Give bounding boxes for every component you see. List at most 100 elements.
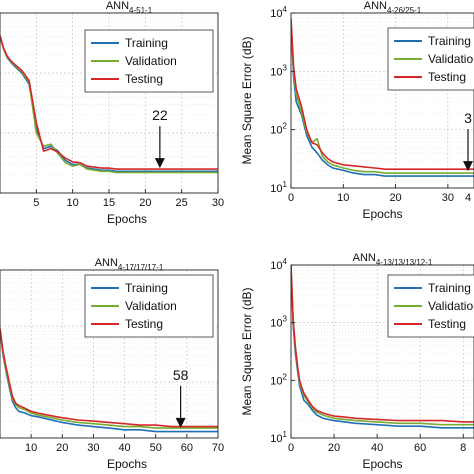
x-tick-label: 5 [33,197,39,209]
legend-label-training: Training [428,281,471,295]
series-line-testing [0,35,218,170]
legend-label-validation: Validation [125,299,177,313]
x-tick-label: 10 [25,442,37,454]
y-tick-label: 103 [270,63,287,78]
chart-title-main: ANN [95,257,118,269]
annotation-label: 3 [464,110,472,126]
grid [0,270,218,438]
chart-title-sub: 4-17/17/17-1 [118,263,164,272]
y-tick-base: 10 [270,318,282,330]
y-tick-exponent: 2 [283,372,288,381]
y-tick-label: 102 [270,122,287,137]
series-line-validation [291,20,474,174]
legend-label-validation: Validation [428,299,474,313]
best-epoch-annotation: 58 [173,367,189,428]
y-tick-base: 10 [270,8,282,20]
chart-title: ANN4-51-1 [106,0,153,15]
y-tick-base: 10 [270,66,282,78]
x-axis-label: Epochs [107,212,147,226]
y-tick-base: 10 [270,183,282,195]
x-axis-label: Epochs [362,207,402,221]
y-tick-exponent: 4 [283,257,288,266]
x-tick-label: 25 [176,197,188,209]
legend-label-training: Training [428,34,471,48]
x-tick-label: 0 [288,442,294,454]
x-tick-label: 20 [328,442,340,454]
series-line-testing [291,18,474,170]
axes-frame [0,269,219,439]
x-tick-label: 20 [139,197,151,209]
y-tick-label: 104 [270,257,287,272]
x-tick-label: 10 [67,197,79,209]
x-tick-label: 10 [337,192,349,204]
y-tick-base: 10 [270,125,282,137]
y-axis-label: Mean Square Error (dB) [240,287,254,415]
x-tick-label: 60 [181,442,193,454]
annotation-arrow-head [154,158,165,169]
x-tick-label: 0 [288,192,294,204]
x-tick-label: 30 [212,197,224,209]
legend-label-testing: Testing [125,317,163,331]
chart-title: ANN4-17/17/17-1 [95,257,164,272]
y-tick-exponent: 3 [283,315,288,324]
y-tick-exponent: 4 [283,5,288,14]
y-tick-exponent: 3 [283,63,288,72]
annotation-arrow-head [175,417,186,428]
x-tick-label: 4 [465,192,471,204]
x-tick-label: 40 [371,442,383,454]
x-axis-label: Epochs [362,457,402,471]
legend: Training Validation Testing [387,274,474,338]
y-tick-label: 104 [270,5,287,20]
legend-label-validation: Validation [125,54,177,68]
y-tick-label: 102 [270,372,287,387]
y-tick-base: 10 [270,375,282,387]
annotation-label: 22 [152,107,168,123]
x-tick-label: 30 [87,442,99,454]
series-line-testing [0,328,218,428]
y-axis-label: Mean Square Error (dB) [240,36,254,164]
legend: Training Validation Testing [387,27,474,91]
grid [291,265,474,438]
y-tick-base: 10 [270,260,282,272]
series-group [291,18,474,177]
chart-panel-1: 5 10 15 20 25 30 Epochs ANN4-51-1 Training Valida… [0,0,224,226]
y-tick-label: 103 [270,315,287,330]
x-tick-label: 20 [389,192,401,204]
x-axis-label: Epochs [107,457,147,471]
legend: Training Validation Testing [84,29,214,93]
legend-label-testing: Testing [428,317,466,331]
y-tick-label: 101 [270,180,287,195]
x-tick-label: 50 [150,442,162,454]
x-tick-label: 8 [460,442,466,454]
series-group [0,328,218,433]
series-group [291,265,474,429]
x-tick-label: 20 [56,442,68,454]
series-group [0,35,218,174]
chart-panel-3: 10 20 30 40 50 60 70 Epochs ANN4-17/17/17-1 Train… [0,257,224,471]
x-tick-label: 40 [118,442,130,454]
series-line-testing [291,265,474,423]
x-tick-label: 70 [212,442,224,454]
y-tick-label: 101 [270,430,287,445]
x-tick-label: 30 [442,192,454,204]
y-tick-exponent: 1 [283,180,288,189]
legend-label-testing: Testing [125,72,163,86]
chart-title-sub: 4-26/25-1 [387,6,422,15]
annotation-arrow-head [463,161,473,172]
y-tick-exponent: 2 [283,122,288,131]
chart-title: ANN4-13/13/13/12-1 [353,252,433,267]
best-epoch-annotation: 3 [463,110,473,172]
legend-label-validation: Validation [428,52,474,66]
annotation-label: 58 [173,367,189,383]
x-tick-label: 60 [414,442,426,454]
chart-title-main: ANN [353,252,376,264]
grid [0,13,218,193]
legend-label-testing: Testing [428,70,466,84]
chart-title-main: ANN [364,0,387,12]
y-tick-exponent: 1 [283,430,288,439]
legend-label-training: Training [125,36,168,50]
axes-frame [290,12,474,189]
